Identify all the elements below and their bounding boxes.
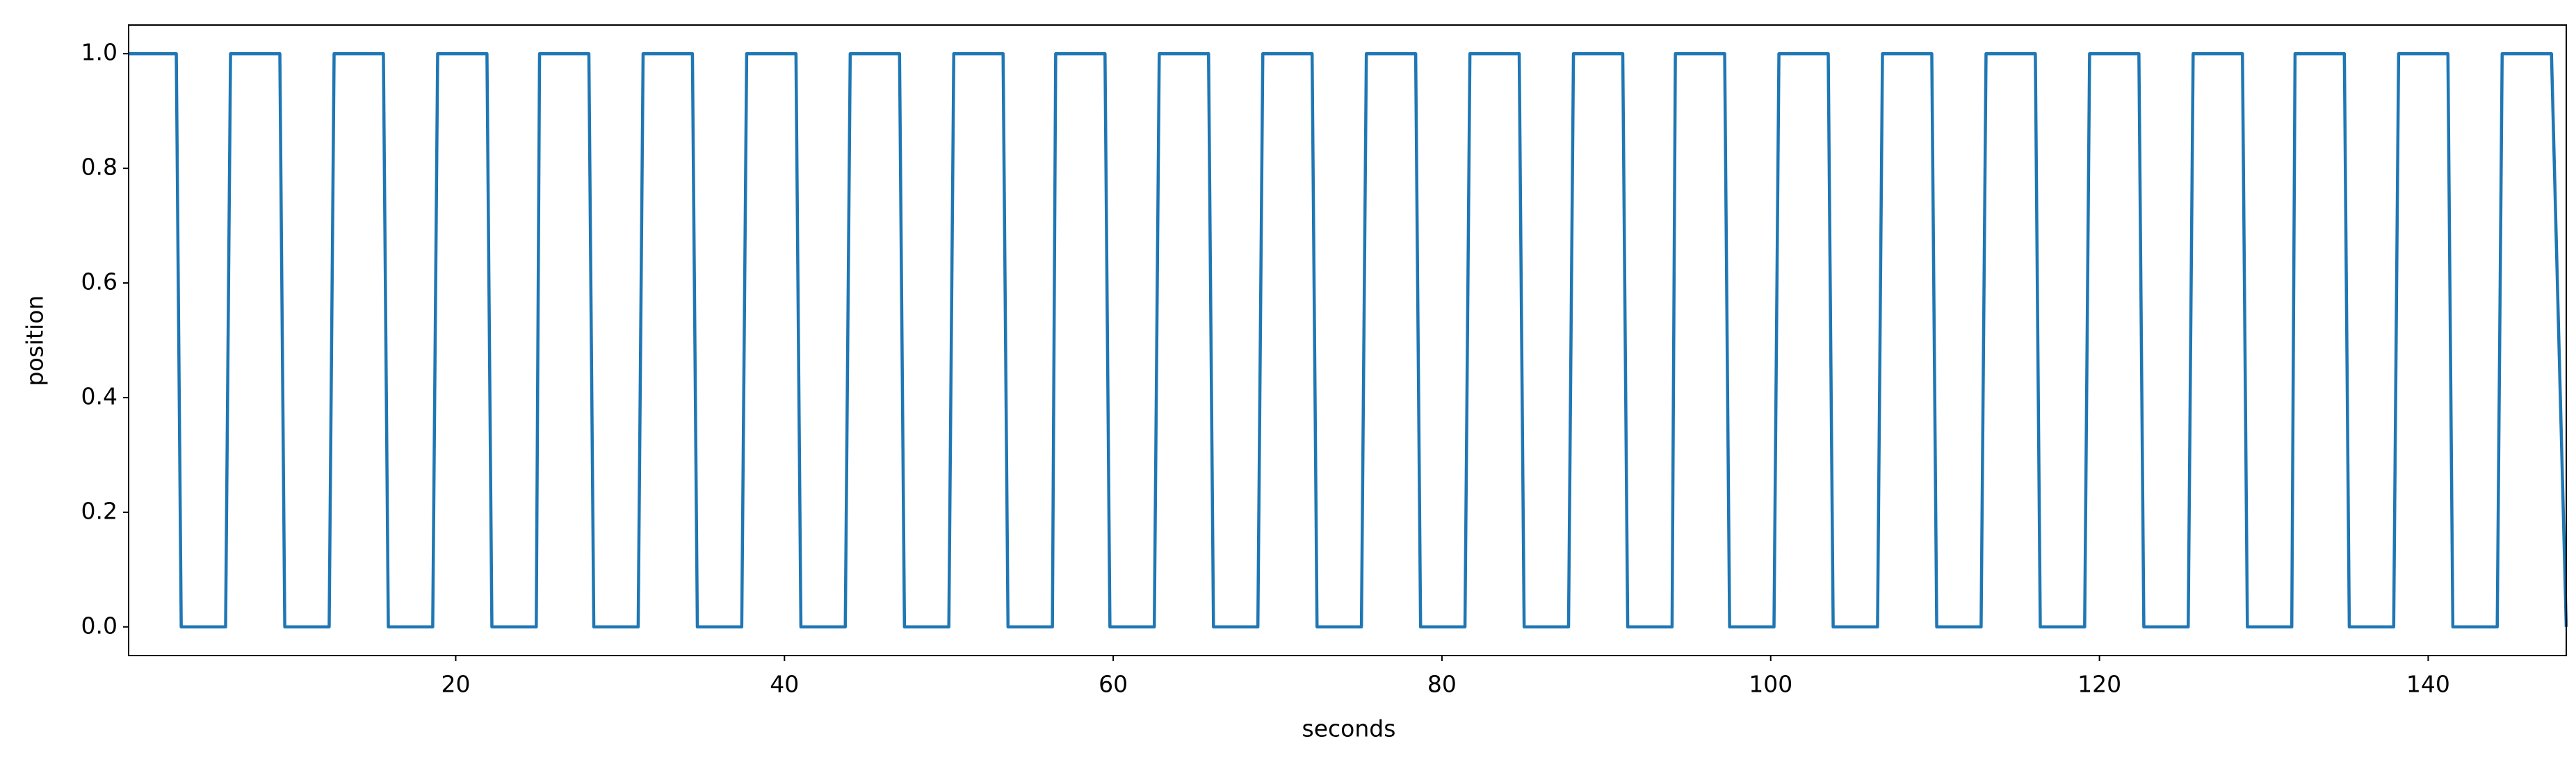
x-tick-label: 80 [1427,671,1457,698]
plot-frame [128,24,2567,656]
y-axis-label: position [22,295,49,387]
x-tick-label: 140 [2406,671,2450,698]
y-tick-label: 0.6 [81,268,118,295]
y-tick-label: 0.4 [81,382,118,409]
x-tick-label: 60 [1099,671,1128,698]
y-tick-label: 0.0 [81,612,118,639]
y-tick-label: 0.2 [81,497,118,524]
data-line [129,51,2568,629]
y-tick-label: 0.8 [81,154,118,181]
x-tick-label: 120 [2077,671,2121,698]
y-tick-label: 1.0 [81,39,118,66]
x-tick-label: 40 [770,671,799,698]
x-axis-label: seconds [1302,715,1396,742]
x-tick-label: 100 [1749,671,1792,698]
x-tick-label: 20 [441,671,470,698]
